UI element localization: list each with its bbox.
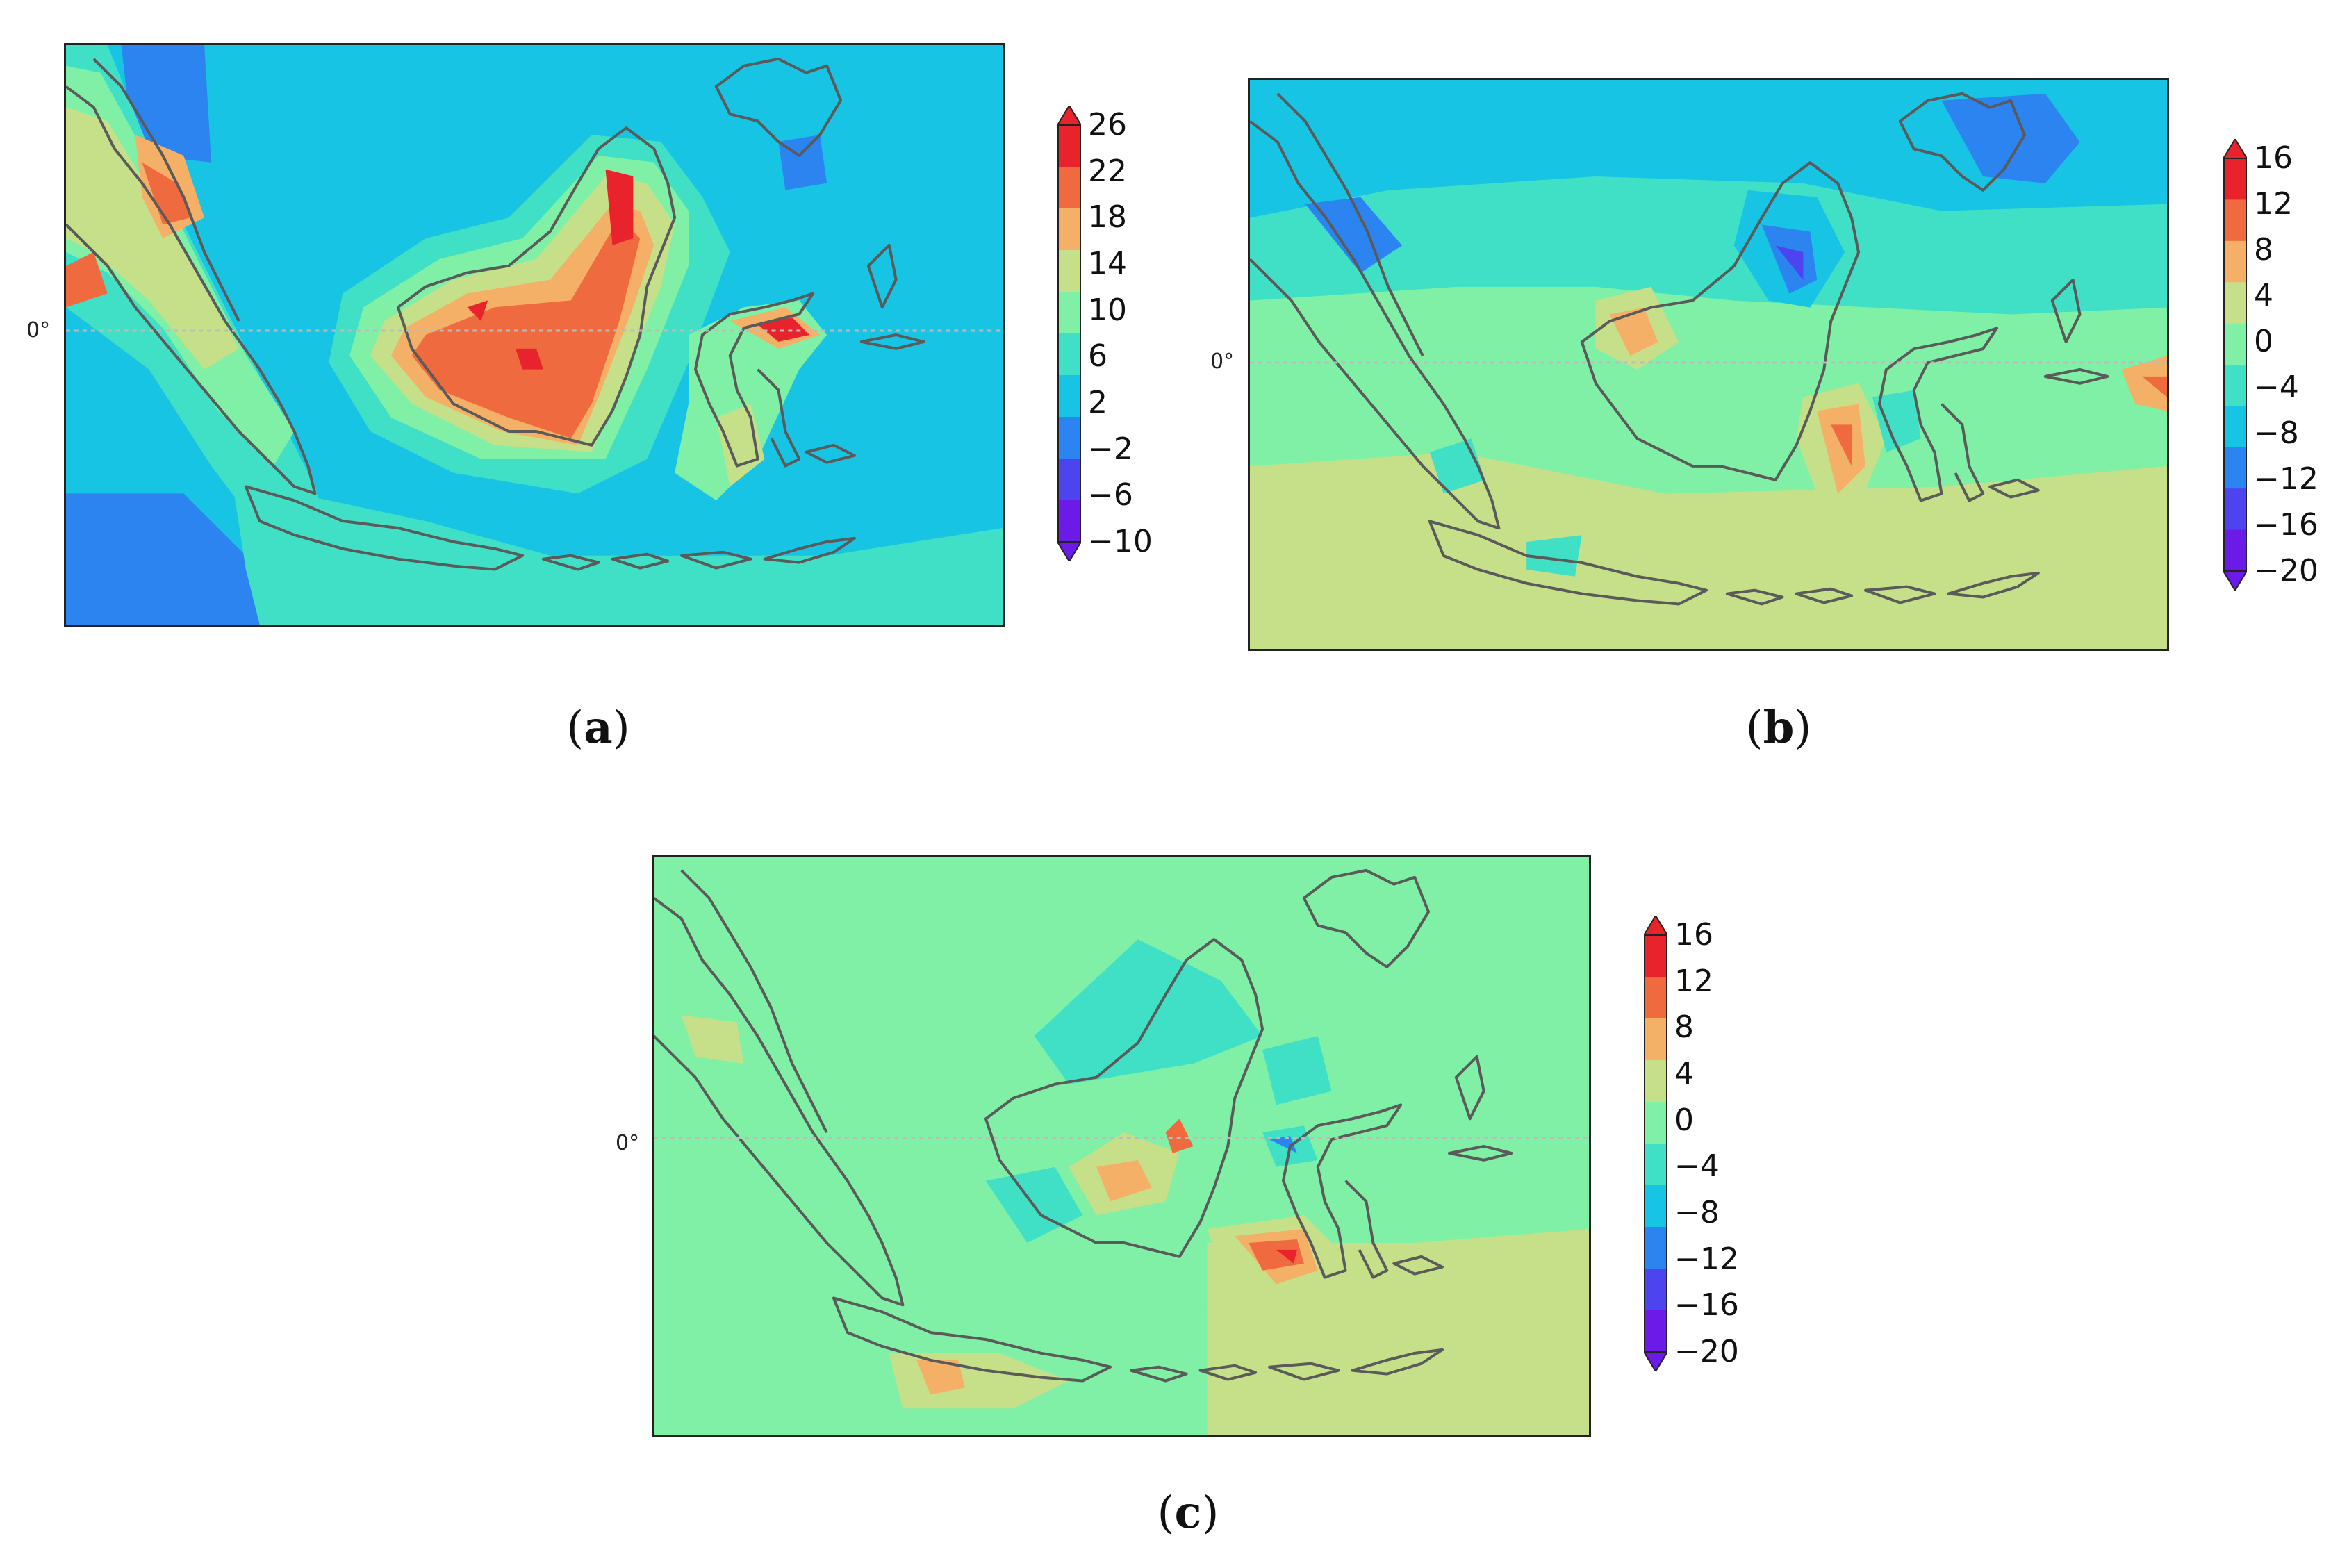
colorbar-max-arrow bbox=[1642, 914, 1669, 936]
colorbar-segment bbox=[1644, 935, 1667, 977]
colorbar-segment bbox=[1644, 1185, 1667, 1228]
colorbar-a-gradient bbox=[1056, 104, 1082, 563]
colorbar-tick-label: −6 bbox=[1088, 477, 1133, 513]
colorbar-tick-label: 8 bbox=[2254, 232, 2273, 267]
colorbar-tick-label: 26 bbox=[1088, 107, 1127, 142]
colorbar-tick-label: −16 bbox=[1674, 1287, 1739, 1323]
colorbar-tick-label: −8 bbox=[1674, 1195, 1720, 1230]
colorbar-tick-label: −16 bbox=[2254, 507, 2318, 543]
colorbar-tick-label: 8 bbox=[1674, 1009, 1694, 1046]
colorbar-segment bbox=[2223, 488, 2247, 531]
colorbar-tick-label: 22 bbox=[1088, 153, 1127, 189]
colorbar-segment bbox=[1644, 1269, 1667, 1311]
colorbar-segment bbox=[1057, 208, 1081, 251]
colorbar-tick-label: 4 bbox=[1674, 1056, 1694, 1091]
colorbar-max-arrow bbox=[1056, 104, 1082, 126]
colorbar-segment bbox=[1057, 375, 1081, 418]
equator-label: 0° bbox=[1210, 349, 1235, 374]
colorbar-tick-label: −20 bbox=[1674, 1334, 1739, 1369]
colorbar-segment bbox=[1057, 417, 1081, 459]
colorbar-tick-label: 16 bbox=[2254, 140, 2293, 176]
colorbar-tick-label: 14 bbox=[1088, 246, 1127, 281]
colorbar-tick-label: 18 bbox=[1088, 199, 1127, 236]
map-b bbox=[1248, 78, 2169, 651]
colorbar-segment bbox=[1057, 167, 1081, 209]
colorbar-tick-label: −12 bbox=[1674, 1241, 1739, 1277]
colorbar-segment bbox=[2223, 199, 2247, 242]
colorbar-min-arrow bbox=[1056, 541, 1082, 563]
colorbar-tick-label: 12 bbox=[2254, 186, 2293, 222]
colorbar-segment bbox=[1057, 250, 1081, 292]
colorbar-tick-label: −10 bbox=[1088, 524, 1153, 559]
colorbar-tick-label: 4 bbox=[2254, 278, 2273, 313]
colorbar-segment bbox=[2223, 529, 2247, 572]
colorbar-b bbox=[2222, 138, 2248, 592]
colorbar-segment bbox=[1644, 1018, 1667, 1061]
colorbar-min-arrow bbox=[1642, 1351, 1669, 1373]
colorbar-tick-label: 6 bbox=[1088, 338, 1107, 374]
colorbar-segment bbox=[1644, 1102, 1667, 1144]
colorbar-segment bbox=[2223, 406, 2247, 448]
map-a bbox=[64, 43, 1005, 627]
colorbar-segment bbox=[1644, 1310, 1667, 1353]
colorbar-tick-label: 2 bbox=[1088, 385, 1107, 420]
colorbar-tick-label: −2 bbox=[1088, 431, 1133, 467]
colorbar-min-arrow bbox=[2222, 570, 2248, 592]
colorbar-segment bbox=[1644, 977, 1667, 1019]
colorbar-tick-label: −4 bbox=[2254, 370, 2299, 405]
colorbar-segment bbox=[1057, 292, 1081, 334]
colorbar-max-arrow bbox=[2222, 138, 2248, 159]
colorbar-segment bbox=[1644, 1144, 1667, 1186]
colorbar-segment bbox=[2223, 365, 2247, 406]
colorbar-tick-label: 0 bbox=[1674, 1102, 1694, 1138]
colorbar-tick-label: −8 bbox=[2254, 415, 2299, 451]
colorbar-b-gradient bbox=[2222, 138, 2248, 592]
colorbar-tick-label: −12 bbox=[2254, 461, 2318, 497]
colorbar-segment bbox=[2223, 323, 2247, 365]
colorbar-tick-label: −4 bbox=[1674, 1148, 1720, 1185]
panel-label-b: (b) bbox=[1745, 702, 1812, 754]
colorbar-segment bbox=[2223, 240, 2247, 283]
equator-label: 0° bbox=[616, 1131, 640, 1155]
panel-label-a: (a) bbox=[566, 702, 630, 754]
colorbar-segment bbox=[2223, 447, 2247, 489]
colorbar-tick-label: 0 bbox=[2254, 324, 2273, 359]
colorbar-tick-label: 10 bbox=[1088, 292, 1127, 328]
panel-label-c: (c) bbox=[1157, 1487, 1219, 1539]
colorbar-tick-label: 16 bbox=[1674, 917, 1713, 952]
colorbar-segment bbox=[1057, 125, 1081, 167]
colorbar-c bbox=[1642, 914, 1669, 1373]
colorbar-segment bbox=[1057, 333, 1081, 376]
colorbar-segment bbox=[1057, 500, 1081, 543]
equator-label: 0° bbox=[26, 318, 51, 343]
colorbar-segment bbox=[1057, 459, 1081, 501]
colorbar-tick-label: −20 bbox=[2254, 553, 2318, 588]
colorbar-tick-label: 12 bbox=[1674, 963, 1713, 999]
colorbar-segment bbox=[1644, 1227, 1667, 1269]
colorbar-segment bbox=[2223, 158, 2247, 200]
colorbar-c-gradient bbox=[1642, 914, 1669, 1373]
map-c bbox=[652, 855, 1591, 1437]
colorbar-segment bbox=[1644, 1060, 1667, 1103]
colorbar-segment bbox=[2223, 282, 2247, 324]
colorbar-a bbox=[1056, 104, 1082, 563]
